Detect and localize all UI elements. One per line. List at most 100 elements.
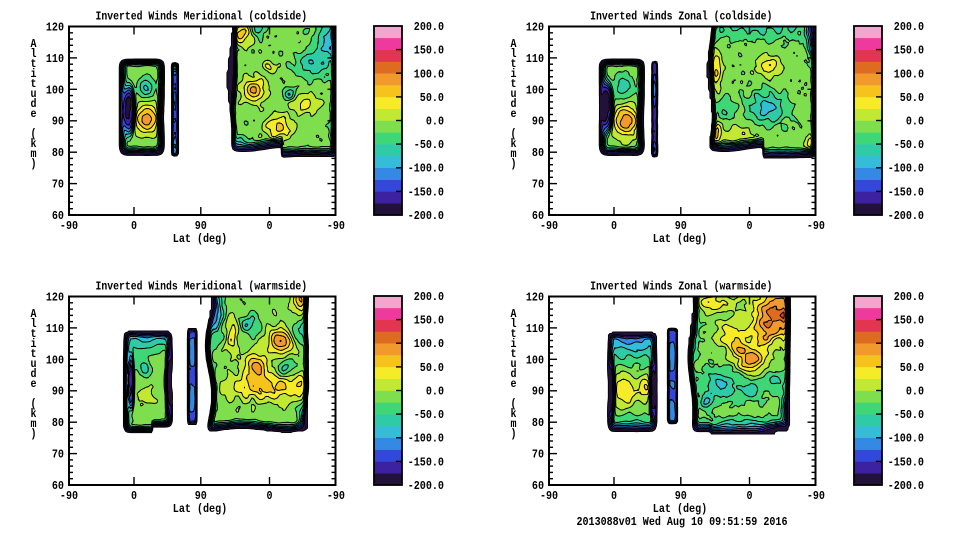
svg-text:i: i — [511, 338, 517, 351]
svg-text:-90: -90 — [807, 220, 825, 233]
svg-text:k: k — [31, 408, 37, 421]
svg-text:l: l — [511, 48, 517, 61]
svg-text:u: u — [31, 358, 37, 371]
svg-text:100.0: 100.0 — [894, 339, 924, 352]
svg-text:t: t — [511, 78, 517, 91]
svg-text:Inverted Winds Zonal (coldside: Inverted Winds Zonal (coldside) — [590, 11, 772, 24]
svg-text:150.0: 150.0 — [414, 45, 444, 58]
svg-text:m: m — [511, 148, 517, 161]
svg-text:Inverted Winds Meridional (war: Inverted Winds Meridional (warmside) — [95, 281, 307, 294]
svg-text:50.0: 50.0 — [420, 92, 444, 105]
svg-text:u: u — [31, 88, 37, 101]
svg-text:50.0: 50.0 — [900, 362, 924, 375]
svg-text:110: 110 — [526, 53, 544, 66]
svg-text:100: 100 — [46, 85, 64, 98]
svg-text:-90: -90 — [540, 220, 558, 233]
svg-text:70: 70 — [532, 449, 544, 462]
svg-text:d: d — [511, 98, 517, 111]
svg-text:-200.0: -200.0 — [408, 210, 444, 223]
svg-text:0: 0 — [131, 220, 137, 233]
svg-text:-200.0: -200.0 — [408, 480, 444, 493]
svg-text:A: A — [31, 38, 37, 51]
svg-text:l: l — [511, 318, 517, 331]
svg-text:120: 120 — [526, 22, 544, 35]
svg-text:90: 90 — [532, 116, 544, 129]
svg-text:k: k — [31, 138, 37, 151]
svg-text:i: i — [31, 68, 37, 81]
svg-text:100: 100 — [526, 85, 544, 98]
svg-text:90: 90 — [675, 220, 687, 233]
svg-text:150.0: 150.0 — [894, 315, 924, 328]
svg-text:A: A — [511, 38, 517, 51]
svg-text:-100.0: -100.0 — [888, 163, 924, 176]
svg-text:90: 90 — [195, 490, 207, 503]
svg-text:u: u — [511, 358, 517, 371]
svg-text:100: 100 — [46, 355, 64, 368]
svg-text:0: 0 — [611, 220, 617, 233]
svg-text:-90: -90 — [60, 490, 78, 503]
svg-text:-90: -90 — [327, 220, 345, 233]
svg-text:80: 80 — [532, 417, 544, 430]
svg-text:-50.0: -50.0 — [414, 409, 444, 422]
svg-text:-150.0: -150.0 — [888, 187, 924, 200]
svg-text:t: t — [511, 58, 517, 71]
svg-text:70: 70 — [532, 179, 544, 192]
svg-text:0: 0 — [611, 490, 617, 503]
svg-text:120: 120 — [46, 292, 64, 305]
svg-text:100.0: 100.0 — [414, 339, 444, 352]
svg-text:Inverted Winds Meridional (col: Inverted Winds Meridional (coldside) — [95, 11, 307, 24]
svg-text:80: 80 — [532, 147, 544, 160]
svg-text:): ) — [31, 428, 37, 441]
svg-text:): ) — [31, 158, 37, 171]
svg-text:90: 90 — [52, 386, 64, 399]
svg-text:t: t — [511, 328, 517, 341]
svg-text:90: 90 — [532, 386, 544, 399]
svg-text:0: 0 — [267, 490, 273, 503]
svg-text:90: 90 — [675, 490, 687, 503]
svg-text:70: 70 — [52, 179, 64, 192]
svg-text:(: ( — [511, 128, 517, 141]
svg-text:-50.0: -50.0 — [414, 139, 444, 152]
svg-text:110: 110 — [46, 323, 64, 336]
svg-text:-150.0: -150.0 — [408, 187, 444, 200]
svg-text:60: 60 — [532, 210, 544, 223]
svg-text:150.0: 150.0 — [414, 315, 444, 328]
svg-text:Lat (deg): Lat (deg) — [653, 503, 707, 516]
svg-text:100.0: 100.0 — [894, 69, 924, 82]
svg-text:l: l — [31, 318, 37, 331]
svg-text:60: 60 — [532, 480, 544, 493]
svg-text:-150.0: -150.0 — [408, 457, 444, 470]
svg-text:Inverted Winds Zonal (warmside: Inverted Winds Zonal (warmside) — [590, 281, 772, 294]
svg-text:110: 110 — [526, 323, 544, 336]
svg-text:0: 0 — [267, 220, 273, 233]
svg-text:m: m — [511, 418, 517, 431]
svg-text:200.0: 200.0 — [414, 21, 444, 34]
svg-text:0: 0 — [131, 490, 137, 503]
svg-text:-90: -90 — [327, 490, 345, 503]
svg-text:150.0: 150.0 — [894, 45, 924, 58]
svg-text:m: m — [31, 418, 37, 431]
svg-text:-90: -90 — [60, 220, 78, 233]
svg-text:2013088v01 Wed Aug 10 09:51:59: 2013088v01 Wed Aug 10 09:51:59 2016 — [577, 516, 788, 529]
svg-text:(: ( — [31, 128, 37, 141]
svg-text:e: e — [511, 108, 517, 121]
svg-text:e: e — [31, 378, 37, 391]
svg-text:d: d — [511, 368, 517, 381]
svg-text:A: A — [511, 308, 517, 321]
svg-text:80: 80 — [52, 147, 64, 160]
svg-text:e: e — [31, 108, 37, 121]
svg-text:(: ( — [511, 398, 517, 411]
svg-text:0: 0 — [747, 220, 753, 233]
svg-text:t: t — [31, 328, 37, 341]
svg-text:-50.0: -50.0 — [894, 139, 924, 152]
svg-text:90: 90 — [195, 220, 207, 233]
svg-text:110: 110 — [46, 53, 64, 66]
svg-text:70: 70 — [52, 449, 64, 462]
svg-text:50.0: 50.0 — [420, 362, 444, 375]
svg-text:50.0: 50.0 — [900, 92, 924, 105]
svg-text:0.0: 0.0 — [426, 386, 444, 399]
svg-text:200.0: 200.0 — [414, 291, 444, 304]
svg-text:u: u — [511, 88, 517, 101]
svg-text:(: ( — [31, 398, 37, 411]
svg-text:200.0: 200.0 — [894, 21, 924, 34]
